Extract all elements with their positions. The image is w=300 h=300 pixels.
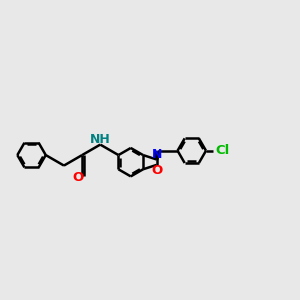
Text: O: O: [152, 164, 163, 177]
Text: N: N: [152, 148, 162, 161]
Text: O: O: [72, 171, 84, 184]
Text: Cl: Cl: [216, 144, 230, 157]
Text: NH: NH: [90, 133, 111, 146]
